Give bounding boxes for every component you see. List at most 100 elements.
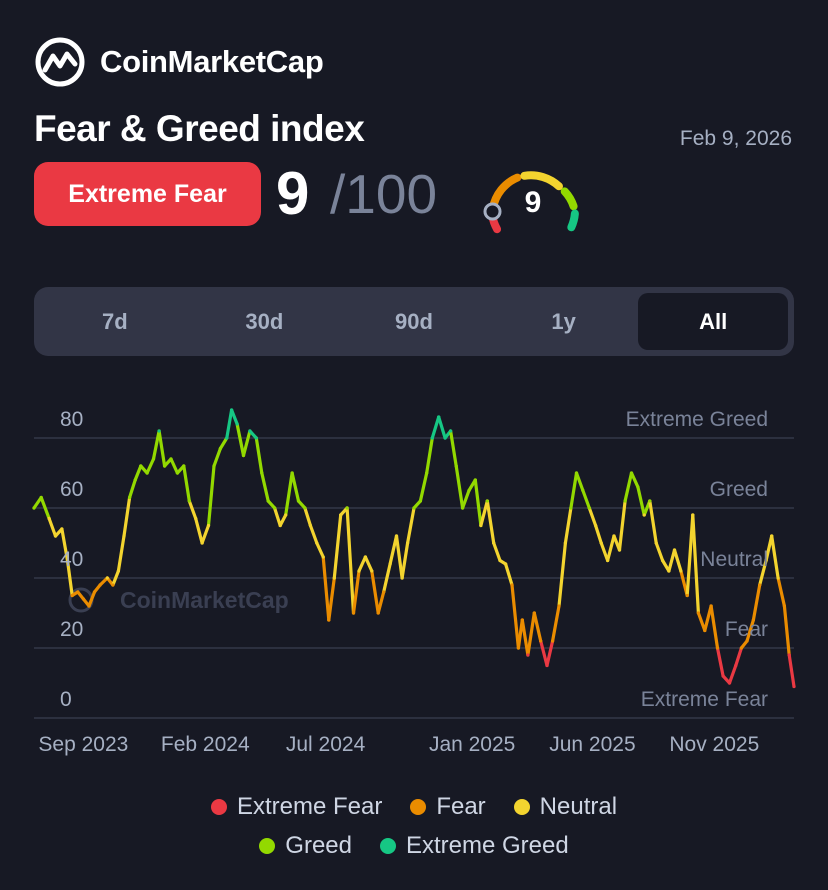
data-point xyxy=(709,604,713,608)
series-segment xyxy=(345,506,356,615)
series-segment xyxy=(532,611,543,643)
data-point xyxy=(254,436,258,440)
data-point xyxy=(727,681,732,685)
data-point xyxy=(122,534,126,538)
legend-dot-extreme-fear xyxy=(210,799,227,815)
data-point xyxy=(225,436,229,440)
data-point xyxy=(128,495,132,500)
data-point xyxy=(587,506,591,510)
series-segment xyxy=(332,513,343,580)
series-segment xyxy=(539,639,549,668)
series-segment xyxy=(473,478,483,528)
data-point xyxy=(539,639,543,643)
data-point xyxy=(498,558,502,563)
data-point xyxy=(382,590,386,594)
x-tick-label: Jun 2025 xyxy=(549,733,635,756)
series-segment xyxy=(648,499,658,545)
series-segment xyxy=(194,516,204,545)
series-segment xyxy=(545,639,555,668)
tab-7d[interactable]: 7d xyxy=(101,309,128,334)
series-segment xyxy=(273,506,282,528)
y-tick-label: 60 xyxy=(60,478,83,501)
series-segment xyxy=(290,471,301,503)
gauge-value: 9 xyxy=(524,186,542,219)
series-segment xyxy=(510,583,521,650)
series-segment xyxy=(47,516,58,538)
data-point xyxy=(545,663,549,668)
series-segment xyxy=(461,488,471,510)
gauge-segment-extreme-greed xyxy=(567,209,579,232)
brand-name: CoinMarketCap xyxy=(100,44,324,79)
data-point xyxy=(388,562,392,566)
series-segment xyxy=(122,495,132,538)
y-tick-label: 80 xyxy=(60,408,83,431)
chart-grid xyxy=(34,437,794,719)
series-segment xyxy=(241,429,252,458)
data-point xyxy=(667,569,671,573)
data-point xyxy=(739,646,744,650)
data-point xyxy=(696,611,701,615)
data-point xyxy=(363,555,367,559)
data-point xyxy=(290,471,294,475)
data-point xyxy=(412,506,416,510)
series-segment xyxy=(685,513,695,598)
data-point xyxy=(776,576,780,580)
data-point xyxy=(691,513,695,517)
data-point xyxy=(492,541,496,545)
data-point xyxy=(532,611,536,615)
data-point xyxy=(105,576,109,580)
series-segment xyxy=(218,436,229,451)
tab-1y[interactable]: 1y xyxy=(551,309,576,334)
series-segment xyxy=(315,541,325,559)
data-point xyxy=(60,527,64,531)
data-point xyxy=(241,453,246,458)
data-point xyxy=(787,653,791,657)
data-point xyxy=(248,429,252,433)
fear-greed-chart[interactable]: CoinMarketCap 80 Extreme Greed 60 Greed 40 Ne… xyxy=(0,380,828,760)
chart-series xyxy=(32,408,796,689)
data-point xyxy=(636,485,640,489)
series-segment xyxy=(418,471,429,503)
chart-watermark: CoinMarketCap xyxy=(120,587,289,613)
series-segment xyxy=(727,663,738,685)
series-segment xyxy=(212,446,222,468)
legend-item-extreme-fear: Extreme Fear xyxy=(210,793,382,821)
data-point xyxy=(370,569,374,573)
zone-label: Fear xyxy=(725,618,768,641)
data-point xyxy=(449,429,453,433)
series-segment xyxy=(116,534,126,573)
series-segment xyxy=(376,590,386,615)
series-segment xyxy=(593,523,603,545)
data-point xyxy=(648,499,652,503)
series-segment xyxy=(321,555,331,622)
data-point xyxy=(520,618,524,622)
series-segment xyxy=(145,457,156,475)
data-point xyxy=(200,541,204,545)
series-segment xyxy=(39,495,51,521)
data-point xyxy=(332,576,336,580)
chart-legend: Extreme Fear Fear Neutral Greed Extreme … xyxy=(0,788,828,866)
series-segment xyxy=(587,506,598,528)
data-point xyxy=(151,457,156,461)
tab-30d[interactable]: 30d xyxy=(245,309,284,334)
series-segment xyxy=(636,485,646,517)
data-point xyxy=(672,548,677,552)
tab-all[interactable]: All xyxy=(638,293,788,350)
series-segment xyxy=(672,548,683,573)
data-point xyxy=(406,541,410,545)
data-point xyxy=(339,513,343,517)
x-tick-label: Feb 2024 xyxy=(161,733,250,756)
coinmarketcap-logo-icon xyxy=(35,37,85,87)
tab-90d[interactable]: 90d xyxy=(395,309,433,334)
series-segment xyxy=(449,429,458,468)
data-point xyxy=(629,471,634,475)
series-segment xyxy=(485,499,496,545)
data-point xyxy=(764,558,768,563)
data-point xyxy=(685,593,689,598)
series-segment xyxy=(623,471,634,503)
coinmarketcap-logo[interactable]: CoinMarketCap xyxy=(34,36,324,88)
zone-label: Extreme Greed xyxy=(626,408,768,431)
chart-labels: 80 Extreme Greed 60 Greed 40 Neutral 20 Fear 0 Ex… xyxy=(38,408,768,756)
data-point xyxy=(394,534,399,538)
series-segment xyxy=(454,464,465,510)
